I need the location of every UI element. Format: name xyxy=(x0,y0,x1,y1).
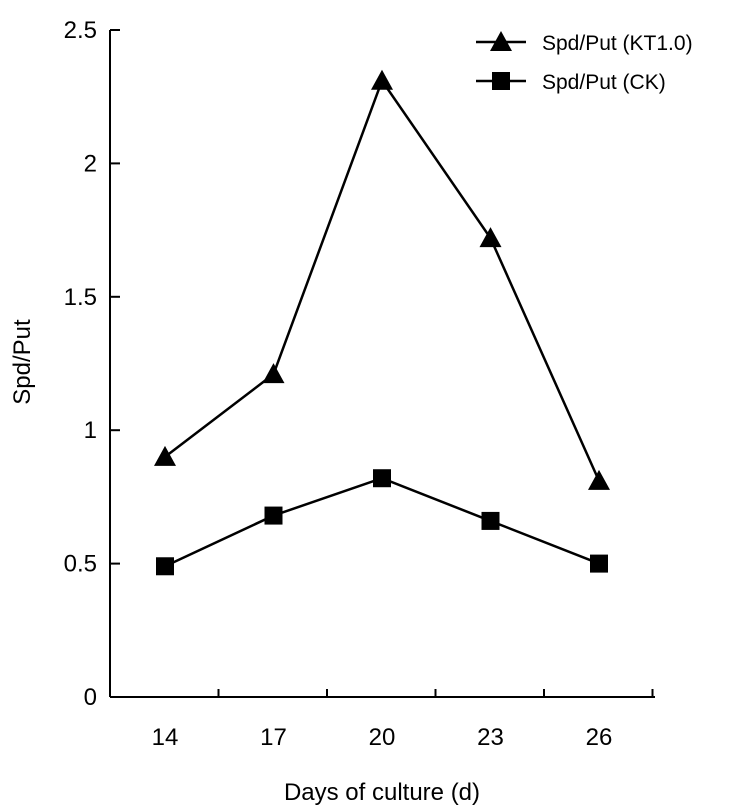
legend-item: Spd/Put (CK) xyxy=(476,71,666,94)
data-point-square xyxy=(264,506,283,525)
data-point-square xyxy=(590,554,608,573)
legend-label: Spd/Put (KT1.0) xyxy=(542,32,693,55)
data-point-square xyxy=(156,557,174,576)
x-tick-label: 23 xyxy=(477,724,504,751)
y-ticks: 0 0.5 1 1.5 2 2.5 xyxy=(64,17,120,711)
legend-marker-triangle xyxy=(490,31,512,51)
data-point-triangle xyxy=(262,363,285,384)
legend: Spd/Put (KT1.0) Spd/Put (CK) xyxy=(476,31,693,94)
y-tick-label: 1 xyxy=(84,417,97,444)
legend-item: Spd/Put (KT1.0) xyxy=(476,31,693,55)
x-axis-title: Days of culture (d) xyxy=(284,779,480,806)
x-ticks: 14 17 20 23 26 xyxy=(109,689,654,751)
series-line xyxy=(164,77,601,482)
series-triangle xyxy=(154,69,610,490)
data-point-triangle xyxy=(479,227,502,248)
x-tick-label: 14 xyxy=(152,724,179,751)
y-tick-label: 2 xyxy=(84,150,97,177)
data-point-triangle xyxy=(588,469,610,490)
legend-label: Spd/Put (CK) xyxy=(542,71,666,94)
data-point-triangle xyxy=(154,445,176,466)
y-tick-label: 0 xyxy=(84,684,97,711)
series-layer xyxy=(154,69,610,576)
series-square xyxy=(156,469,608,576)
x-tick-label: 20 xyxy=(369,724,396,751)
x-tick-label: 26 xyxy=(586,724,613,751)
series-line xyxy=(164,476,600,568)
data-point-triangle xyxy=(371,69,393,90)
x-tick-label: 17 xyxy=(260,724,287,751)
y-tick-label: 2.5 xyxy=(64,17,97,44)
y-tick-label: 1.5 xyxy=(64,284,97,311)
data-point-square xyxy=(373,469,391,488)
axes xyxy=(109,30,655,698)
y-tick-label: 0.5 xyxy=(64,551,97,578)
data-point-square xyxy=(481,511,500,530)
legend-marker-square xyxy=(492,72,510,90)
y-axis-title: Spd/Put xyxy=(9,319,36,405)
